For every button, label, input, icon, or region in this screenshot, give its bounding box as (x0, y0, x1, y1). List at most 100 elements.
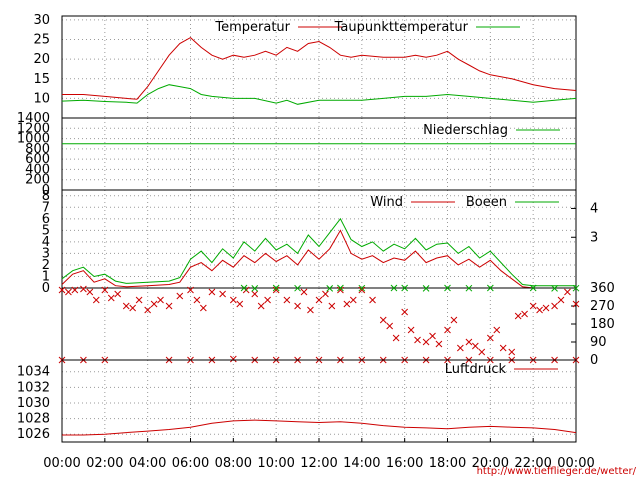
wind-direction-point (199, 304, 207, 312)
wind-direction-point (150, 300, 158, 308)
wind-direction-point (144, 306, 152, 314)
wind-direction-point (343, 300, 351, 308)
wind-direction-point (315, 296, 323, 304)
y-tick-label: 1030 (17, 396, 50, 411)
wind-direction-point (307, 306, 314, 314)
wind-direction-point (429, 332, 436, 340)
panel-wind-direction: 360 270 180 90 0 (58, 281, 615, 368)
wind-direction-point (129, 304, 137, 312)
x-tick-label: 06:00 (172, 456, 209, 471)
wind-direction-point (272, 286, 280, 294)
wind-direction-point (71, 286, 79, 294)
y-tick-label: 2 (42, 258, 50, 273)
panel-temperature: 30 25 20 15 10 Temperatur Taupunkttemperatur (33, 13, 577, 119)
wind-direction-point (251, 285, 259, 292)
wind-direction-point (86, 288, 94, 296)
wind-direction-point (358, 284, 366, 292)
wind-direction-point (193, 296, 201, 304)
wind-direction-point (208, 288, 216, 296)
x-tick-label: 22:00 (514, 456, 551, 471)
x-tick-label: 00:00 (43, 456, 80, 471)
wind-direction-point (272, 284, 280, 292)
legend-label: Taupunkttemperatur (334, 20, 469, 35)
wind-direction-point (465, 338, 473, 346)
x-axis: 00:00 02:00 04:00 06:00 08:00 10:00 12:00 14:00… (43, 438, 595, 471)
wind-direction-point (401, 308, 409, 316)
y2-tick-label: 90 (590, 335, 607, 350)
wind-direction-point (358, 286, 366, 294)
x-tick-label: 02:00 (86, 456, 123, 471)
wind-direction-point (486, 334, 494, 342)
wind-direction-point (322, 290, 329, 298)
wind-direction-point (187, 286, 194, 294)
wind-direction-point (92, 296, 100, 304)
wind-direction-point (58, 286, 66, 294)
wind-direction-point (444, 326, 451, 334)
source-label: http://www.tiefflieger.de/wetter/ (477, 466, 637, 477)
wind-direction-point (422, 285, 430, 292)
wind-direction-point (450, 316, 458, 324)
wind-direction-point (456, 344, 464, 352)
y-tick-label: 1400 (17, 111, 50, 126)
y-tick-label: 1 (42, 269, 50, 284)
wind-direction-point (257, 302, 265, 310)
y-tick-label: 1200 (17, 121, 50, 136)
wind-direction-point (572, 284, 580, 292)
wind-direction-point (240, 284, 248, 292)
y-tick-label: 3 (42, 246, 50, 261)
x-tick-label: 16:00 (386, 456, 423, 471)
wind-direction-point (294, 302, 301, 310)
wind-direction-point (551, 285, 558, 292)
wind-direction-point (564, 288, 571, 296)
wind-direction-point (557, 296, 565, 304)
y-tick-label: 30 (33, 13, 50, 28)
wind-direction-point (300, 288, 308, 296)
y-tick-label: 15 (33, 72, 50, 87)
y-tick-label: 6 (42, 212, 50, 227)
wind-direction-point (65, 288, 72, 296)
wind-direction-point (157, 296, 164, 304)
y-tick-label: 20 (33, 52, 50, 67)
y-tick-label: 8 (42, 189, 50, 204)
wind-direction-point (165, 302, 173, 310)
series-line-wind (61, 229, 576, 289)
wind-direction-point (471, 342, 479, 350)
wind-direction-point (101, 286, 109, 294)
wind-direction-point (478, 348, 486, 356)
wind-direction-point (386, 322, 394, 330)
wind-direction-point (499, 344, 507, 352)
x-tick-label: 12:00 (300, 456, 337, 471)
legend-label: Wind (370, 195, 403, 210)
y2-tick-label: 180 (590, 317, 615, 332)
wind-direction-point (328, 302, 336, 310)
wind-direction-point (236, 300, 244, 308)
wind-direction-point (283, 296, 291, 304)
wind-direction-point (521, 310, 528, 318)
wind-direction-point (493, 326, 501, 334)
wind-direction-point (107, 294, 115, 302)
y-tick-label: 400 (25, 162, 50, 177)
wind-direction-point (229, 355, 237, 363)
wind-direction-point (379, 316, 387, 324)
wind-direction-point (508, 348, 516, 356)
y-tick-label: 1026 (17, 427, 50, 442)
y-tick-label: 200 (25, 173, 50, 188)
y2-tick-label: 270 (590, 299, 615, 314)
legend-label: Niederschlag (423, 123, 508, 138)
legend-label: Temperatur (214, 20, 290, 35)
y-tick-label: 800 (25, 142, 50, 157)
x-tick-label: 00:00 (557, 456, 594, 471)
x-tick-label: 14:00 (343, 456, 380, 471)
wind-direction-point (551, 302, 558, 310)
wind-direction-point (542, 304, 550, 312)
wind-direction-point (251, 290, 259, 298)
series-line-temperatur (62, 36, 577, 100)
y-tick-label: 0 (42, 281, 50, 296)
y2-tick-label: 4 (590, 201, 598, 216)
wind-direction-point (422, 338, 430, 346)
x-tick-label: 20:00 (472, 456, 509, 471)
wind-direction-point (229, 296, 237, 304)
wind-direction-point (337, 284, 344, 292)
panel-frame (61, 15, 577, 119)
